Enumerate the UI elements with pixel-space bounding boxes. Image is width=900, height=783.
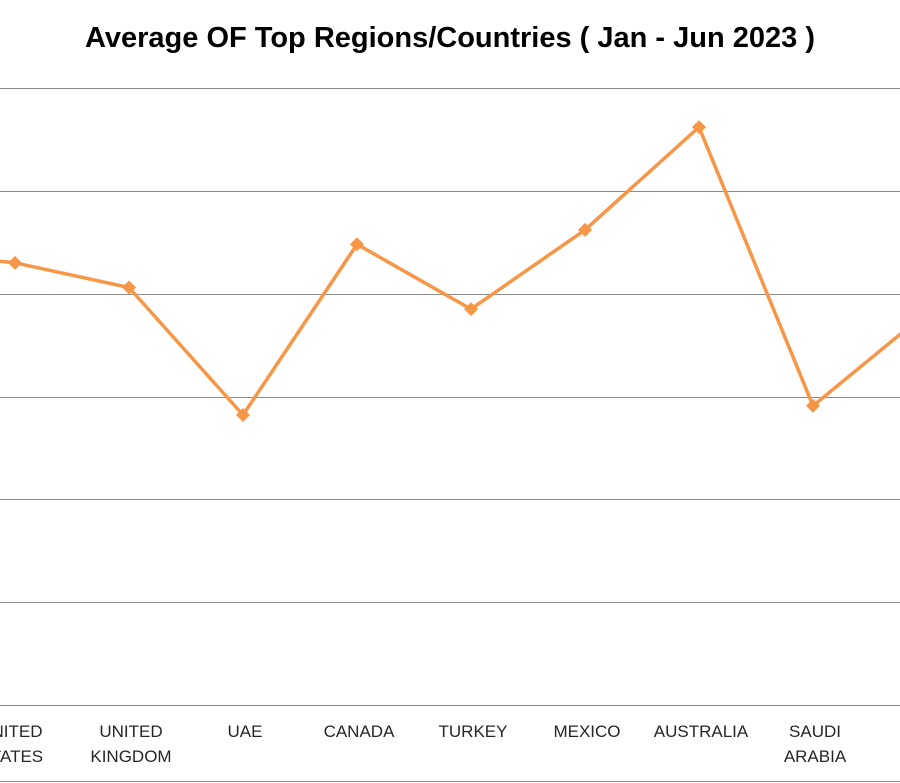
x-tick-label: AUSTRALIA [654,722,749,741]
x-tick-label: KINGDOM [90,747,171,766]
data-point-marker [806,398,820,413]
series-line [0,125,900,417]
x-tick-label: CANADA [324,722,396,741]
data-point-marker [122,280,136,295]
data-point-marker [692,120,706,135]
x-tick-label: TURKEY [439,722,508,741]
x-tick-label: ARABIA [784,747,847,766]
data-point-marker [236,408,250,423]
x-tick-label: TATES [0,747,43,766]
gridlines [0,88,900,782]
x-tick-label: UAE [228,722,263,741]
markers-group [8,120,820,423]
x-tick-label: NITED [0,722,43,741]
x-tick-label: MEXICO [553,722,620,741]
data-point-marker [350,237,364,252]
x-tick-label: UNITED [99,722,162,741]
x-tick-label: SAUDI [789,722,841,741]
chart-title: Average OF Top Regions/Countries ( Jan -… [85,22,815,54]
category-labels: NITED TATES UNITED KINGDOM UAE CANADA TURKEY ME… [0,722,847,766]
data-point-marker [464,302,478,317]
data-point-marker [8,255,22,270]
data-point-marker [578,222,592,237]
series-line-group [0,125,900,417]
